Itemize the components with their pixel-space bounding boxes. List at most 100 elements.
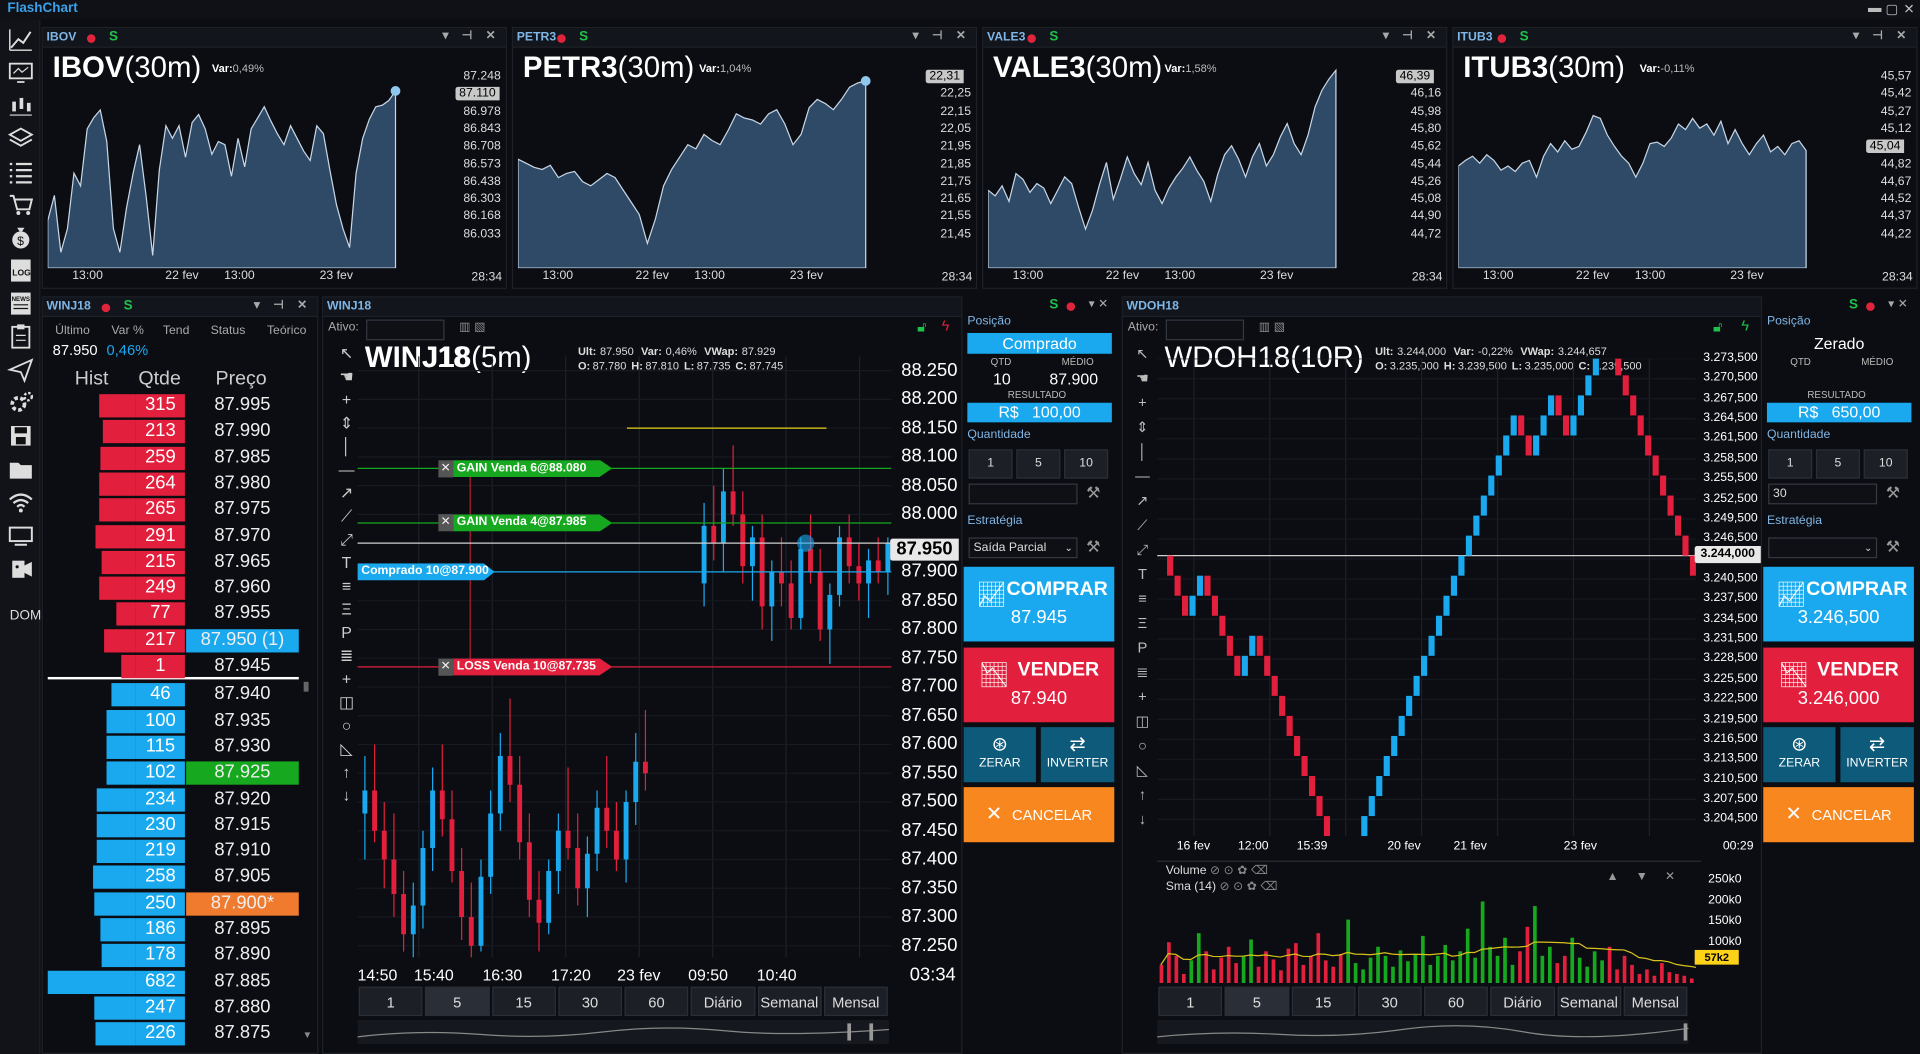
panel-controls[interactable]: ▾ ✕: [1888, 297, 1908, 311]
bid-row[interactable]: 186 87.895: [48, 917, 299, 942]
ask-row[interactable]: 215 87.965: [48, 549, 299, 574]
ask-row[interactable]: 265 87.975: [48, 497, 299, 522]
panel-controls[interactable]: ▾ ⊣ ✕: [1382, 29, 1442, 43]
maximize-icon[interactable]: ▢: [1885, 2, 1899, 18]
order-tag[interactable]: Comprado 10@87.900: [357, 563, 495, 581]
panel-controls[interactable]: ▾ ✕: [1088, 297, 1109, 311]
unlock-icon[interactable]: 🔓︎: [917, 318, 927, 336]
ask-row[interactable]: 315 87.995: [48, 393, 299, 418]
folder-icon[interactable]: [7, 455, 34, 482]
timeframe-30-button[interactable]: 30: [558, 986, 623, 1017]
ask-row[interactable]: 259 87.985: [48, 445, 299, 470]
qty-10-button[interactable]: 10: [1064, 449, 1109, 479]
qty-1-button[interactable]: 1: [1768, 449, 1813, 479]
settings-icon[interactable]: [7, 389, 34, 416]
candles-icon[interactable]: [7, 92, 34, 119]
timeframe-30-button[interactable]: 30: [1357, 986, 1422, 1017]
ask-row[interactable]: 213 87.990: [48, 419, 299, 444]
qty-input[interactable]: 30: [1768, 483, 1878, 505]
scroll-thumb[interactable]: [303, 681, 309, 692]
bid-row[interactable]: 115 87.930: [48, 734, 299, 759]
chart-line-icon[interactable]: [7, 26, 34, 53]
tools-icon[interactable]: ⚒: [1885, 483, 1900, 502]
winj-navigator[interactable]: [357, 1019, 889, 1045]
wdo-navigator[interactable]: [1157, 1019, 1689, 1045]
bid-row[interactable]: 230 87.915: [48, 813, 299, 838]
wifi-icon[interactable]: [7, 488, 34, 515]
bid-row[interactable]: 226 87.875: [48, 1021, 299, 1046]
layers-icon[interactable]: [7, 125, 34, 152]
tools-icon[interactable]: ⚒: [1885, 537, 1900, 556]
mini-area-chart[interactable]: [1458, 62, 1825, 269]
scroll-down-icon[interactable]: ▼: [302, 1029, 313, 1041]
tools-icon[interactable]: ⚒: [1086, 537, 1101, 556]
winj-ativo-input[interactable]: [366, 319, 445, 341]
zerar-button[interactable]: ⊛ ZERAR: [963, 727, 1036, 783]
monitor-icon[interactable]: [7, 59, 34, 86]
log-icon[interactable]: LOG: [7, 257, 34, 284]
save-icon[interactable]: [7, 422, 34, 449]
ask-row[interactable]: 249 87.960: [48, 575, 299, 600]
cancelar-button[interactable]: ✕ CANCELAR: [963, 787, 1115, 843]
timeframe-semanal-button[interactable]: Semanal: [757, 986, 822, 1017]
bid-row[interactable]: 258 87.905: [48, 865, 299, 890]
sell-button[interactable]: 📉︎ VENDER 87.940: [963, 647, 1115, 723]
wdo-renko-chart[interactable]: [1157, 358, 1696, 837]
close-icon[interactable]: ✕: [1903, 2, 1915, 18]
bid-row[interactable]: 178 87.890: [48, 943, 299, 968]
wdo-bolt-icon[interactable]: ϟ: [1741, 317, 1750, 335]
drawing-tools[interactable]: ↖ ☚ + ⇕ │ ― ↗ ⟋ ⤢ T ≡ Ξ P ≣ + ◫ ○ ◺ ↑ ↓: [338, 343, 355, 805]
timeframe-semanal-button[interactable]: Semanal: [1556, 986, 1621, 1017]
list-icon[interactable]: [7, 158, 34, 185]
ask-row[interactable]: 77 87.955: [48, 602, 299, 627]
estrategia-select[interactable]: Saída Parcial ⌄: [968, 537, 1078, 559]
timeframe-diário-button[interactable]: Diário: [1490, 986, 1555, 1017]
minimize-icon[interactable]: ▬: [1867, 1, 1882, 16]
cart-icon[interactable]: [7, 191, 34, 218]
zerar-button[interactable]: ⊛ ZERAR: [1763, 727, 1836, 783]
qty-5-button[interactable]: 5: [1016, 449, 1061, 479]
bolt-icon[interactable]: ϟ: [941, 317, 950, 335]
dom-label[interactable]: DOM: [9, 608, 42, 624]
winj-candle-chart[interactable]: [357, 356, 892, 958]
cancel-order-icon[interactable]: ✕: [438, 514, 454, 532]
timeframe-1-button[interactable]: 1: [358, 986, 423, 1017]
mini-area-chart[interactable]: [47, 62, 415, 269]
mini-area-chart[interactable]: [988, 62, 1355, 269]
ask-row[interactable]: 291 87.970: [48, 523, 299, 548]
cancelar-button[interactable]: ✕ CANCELAR: [1763, 787, 1914, 843]
panel-controls[interactable]: ▾ ⊣ ✕: [912, 29, 972, 43]
timeframe-5-button[interactable]: 5: [425, 986, 490, 1017]
panel-controls[interactable]: ▾ ⊣ ✕: [253, 298, 313, 313]
bid-row[interactable]: 100 87.935: [48, 708, 299, 733]
bid-row[interactable]: 234 87.920: [48, 787, 299, 812]
order-tag[interactable]: LOSS Venda 10@87.735: [453, 658, 613, 676]
bid-row[interactable]: 219 87.910: [48, 839, 299, 864]
inverter-button[interactable]: ⇄ INVERTER: [1840, 727, 1914, 783]
bid-row[interactable]: 250 87.900*: [48, 891, 299, 916]
tools-icon[interactable]: ⚒: [1086, 483, 1101, 502]
ask-row[interactable]: 1 87.945: [48, 654, 299, 679]
volume-chart[interactable]: [1157, 883, 1696, 984]
bid-row[interactable]: 682 87.885: [47, 969, 299, 994]
send-icon[interactable]: [6, 356, 34, 384]
wdo-ativo-input[interactable]: [1165, 319, 1245, 341]
buy-button[interactable]: 📈︎ COMPRAR 87.945: [963, 566, 1115, 642]
estrategia-select[interactable]: ⌄: [1768, 537, 1878, 559]
volume-panel-controls[interactable]: ▲▼✕: [1606, 870, 1693, 884]
qty-1-button[interactable]: 1: [968, 449, 1013, 479]
chart-type-icon[interactable]: ▥ ▧: [459, 320, 486, 335]
screen-icon[interactable]: [7, 521, 34, 548]
robot-icon[interactable]: [7, 555, 34, 582]
inverter-button[interactable]: ⇄ INVERTER: [1040, 727, 1115, 783]
bid-row[interactable]: 102 87.925: [48, 760, 299, 785]
order-tag[interactable]: GAIN Venda 6@88.080: [453, 459, 613, 477]
money-bag-icon[interactable]: $: [7, 224, 34, 251]
timeframe-15-button[interactable]: 15: [491, 986, 556, 1017]
timeframe-5-button[interactable]: 5: [1224, 986, 1289, 1017]
timeframe-15-button[interactable]: 15: [1291, 986, 1356, 1017]
mini-area-chart[interactable]: [517, 62, 885, 269]
qty-5-button[interactable]: 5: [1815, 449, 1861, 479]
timeframe-diário-button[interactable]: Diário: [690, 986, 755, 1017]
qty-10-button[interactable]: 10: [1863, 449, 1908, 479]
